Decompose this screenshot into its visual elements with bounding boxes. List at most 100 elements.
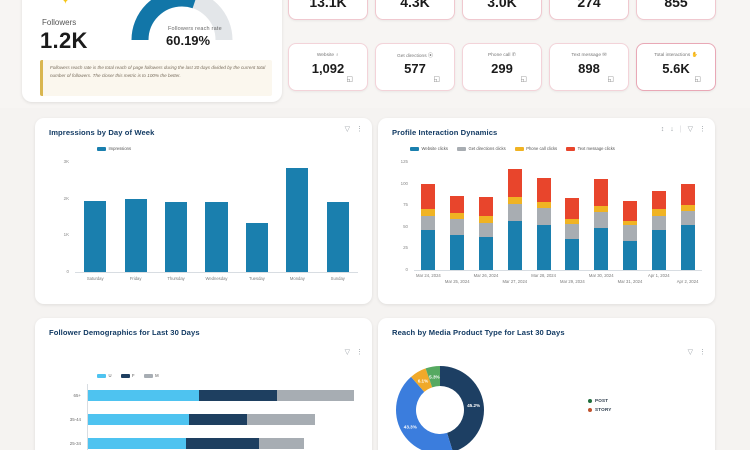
- bar-segment[interactable]: [450, 212, 465, 219]
- bar-segment[interactable]: [623, 241, 637, 270]
- stacked-bar[interactable]: [594, 179, 609, 270]
- bar-segment[interactable]: [507, 168, 522, 198]
- hbar-segment[interactable]: [277, 390, 354, 401]
- donut-slice[interactable]: [425, 366, 440, 388]
- hbar-segment[interactable]: [88, 438, 187, 449]
- bar-segment[interactable]: [450, 219, 465, 236]
- bar-segment[interactable]: [623, 220, 637, 226]
- bar-segment[interactable]: [623, 225, 637, 242]
- bar-segment[interactable]: [479, 223, 493, 238]
- stacked-bar[interactable]: [450, 195, 465, 270]
- more-icon[interactable]: ⋮: [699, 126, 706, 133]
- legend-item[interactable]: Text message clicks: [566, 146, 615, 151]
- bar-segment[interactable]: [479, 237, 493, 270]
- stacked-bar[interactable]: [651, 190, 666, 270]
- kpi-top-card[interactable]: 274: [549, 0, 629, 20]
- bar[interactable]: [245, 222, 269, 272]
- bar-segment[interactable]: [536, 201, 551, 208]
- bar[interactable]: [205, 202, 228, 272]
- hbar-segment[interactable]: [88, 390, 199, 401]
- hbar-segment[interactable]: [186, 438, 260, 449]
- bar-segment[interactable]: [623, 200, 637, 221]
- bar-segment[interactable]: [680, 184, 695, 206]
- hbar-segment[interactable]: [189, 414, 248, 425]
- bar-segment[interactable]: [565, 219, 580, 225]
- kpi-card-text-message[interactable]: Text message ✉ 898 ◱: [549, 43, 629, 91]
- bar-segment[interactable]: [450, 235, 465, 270]
- bar[interactable]: [124, 198, 147, 272]
- stacked-bar[interactable]: [680, 184, 695, 270]
- stacked-hbar[interactable]: [88, 414, 315, 425]
- legend-item[interactable]: Website clicks: [410, 146, 448, 151]
- bar-segment[interactable]: [680, 205, 695, 212]
- bar-segment[interactable]: [507, 220, 522, 270]
- hbar-segment[interactable]: [198, 390, 278, 401]
- bar-segment[interactable]: [507, 204, 522, 221]
- bar-segment[interactable]: [594, 227, 609, 270]
- kpi-card-total-interactions[interactable]: Total interactions ✋ 5.6K ◱: [636, 43, 716, 91]
- bar-segment[interactable]: [680, 211, 695, 226]
- donut-slice[interactable]: [396, 376, 453, 450]
- hbar-segment[interactable]: [259, 438, 305, 449]
- stacked-bar[interactable]: [507, 168, 522, 270]
- bar-segment[interactable]: [479, 197, 493, 217]
- filter-icon[interactable]: ▽: [687, 126, 693, 133]
- bar-segment[interactable]: [536, 207, 551, 226]
- legend-item[interactable]: Phone call clicks: [514, 146, 557, 151]
- bar-segment[interactable]: [565, 224, 580, 239]
- kpi-top-card[interactable]: 13.1K: [288, 0, 368, 20]
- bar-segment[interactable]: [536, 225, 551, 270]
- bar-segment[interactable]: [421, 183, 436, 209]
- donut-slice[interactable]: [411, 368, 433, 392]
- bar-segment[interactable]: [479, 216, 493, 224]
- stacked-bar[interactable]: [421, 183, 436, 270]
- legend-item[interactable]: F: [120, 373, 135, 378]
- bar-segment[interactable]: [651, 208, 666, 216]
- bar-segment[interactable]: [565, 198, 580, 220]
- hbar-segment[interactable]: [88, 414, 190, 425]
- legend-item[interactable]: POST: [588, 398, 612, 403]
- bar-segment[interactable]: [651, 230, 666, 270]
- stacked-hbar[interactable]: [88, 390, 354, 401]
- more-icon[interactable]: ⋮: [356, 126, 363, 133]
- bar-segment[interactable]: [651, 190, 666, 209]
- bar[interactable]: [84, 200, 107, 272]
- bar-segment[interactable]: [594, 179, 609, 207]
- legend-item[interactable]: M: [143, 373, 159, 378]
- bar-segment[interactable]: [594, 212, 609, 228]
- filter-icon[interactable]: ▽: [687, 349, 693, 356]
- legend-item[interactable]: Get directions clicks: [456, 146, 506, 151]
- bar-segment[interactable]: [421, 215, 436, 231]
- bar[interactable]: [326, 202, 349, 272]
- stacked-bar[interactable]: [479, 197, 493, 270]
- kpi-top-card[interactable]: 3.0K: [462, 0, 542, 20]
- more-icon[interactable]: ⋮: [356, 349, 363, 356]
- kpi-top-card[interactable]: 4.3K: [375, 0, 455, 20]
- kpi-top-card[interactable]: 855: [636, 0, 716, 20]
- sort-asc-icon[interactable]: ↕: [660, 126, 665, 133]
- bar-segment[interactable]: [421, 230, 436, 270]
- filter-icon[interactable]: ▽: [344, 349, 350, 356]
- bar-segment[interactable]: [507, 197, 522, 205]
- bar[interactable]: [286, 167, 309, 272]
- kpi-card-get-directions[interactable]: Get directions ⦿ 577 ◱: [375, 43, 455, 91]
- stacked-bar[interactable]: [536, 178, 551, 270]
- stacked-bar[interactable]: [565, 198, 580, 270]
- sort-desc-icon[interactable]: ↓: [670, 126, 674, 133]
- kpi-card-website[interactable]: Website ♁ 1,092 ◱: [288, 43, 368, 91]
- kpi-card-phone-call[interactable]: Phone call ✆ 299 ◱: [462, 43, 542, 91]
- filter-icon[interactable]: ▽: [344, 126, 350, 133]
- bar-segment[interactable]: [450, 195, 465, 213]
- legend-item[interactable]: Impressions: [97, 146, 131, 151]
- bar-segment[interactable]: [594, 206, 609, 213]
- bar-segment[interactable]: [565, 238, 580, 270]
- bar-segment[interactable]: [421, 208, 436, 216]
- stacked-bar[interactable]: [623, 200, 637, 270]
- bar[interactable]: [164, 202, 188, 272]
- legend-item[interactable]: U: [97, 373, 112, 378]
- bar-segment[interactable]: [680, 225, 695, 270]
- bar-segment[interactable]: [536, 178, 551, 202]
- donut-slice[interactable]: [440, 366, 484, 450]
- hbar-segment[interactable]: [247, 414, 315, 425]
- bar-segment[interactable]: [651, 215, 666, 231]
